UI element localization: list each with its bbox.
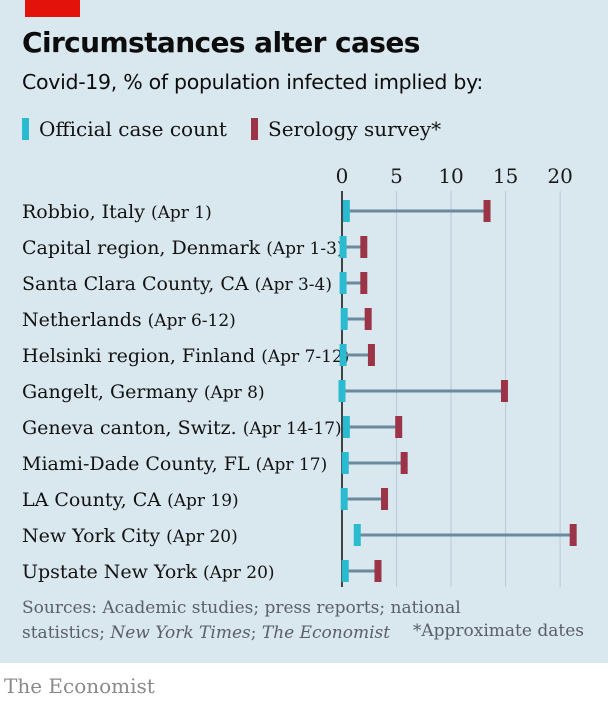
sources-note: Sources: Academic studies; press reports… (22, 596, 482, 646)
official-marker (342, 416, 350, 438)
legend-item-official: Official case count (22, 116, 227, 142)
dumbbell-chart: 0 5 10 15 20 Robbio, Italy (Apr 1) Capital reg… (22, 164, 577, 587)
serology-marker (400, 452, 408, 474)
official-marker (341, 560, 349, 582)
serology-marker (374, 560, 382, 582)
sources-line-1: Sources: Academic studies; press reports… (22, 598, 461, 618)
row-place: Miami-Dade County, FL (22, 453, 256, 475)
official-marker (339, 344, 347, 366)
legend-label-official: Official case count (39, 117, 227, 141)
legend-swatch-serology (251, 118, 258, 140)
row-label: New York City (Apr 20) (22, 525, 238, 547)
x-tick-label-15: 15 (493, 164, 518, 188)
row-place: Netherlands (22, 309, 148, 331)
serology-marker (569, 524, 577, 546)
serology-marker (483, 200, 491, 222)
sources-separator: ; (250, 623, 262, 643)
row-label: Geneva canton, Switz. (Apr 14-17) (22, 417, 342, 439)
row-place: LA County, CA (22, 489, 167, 511)
official-marker (353, 524, 361, 546)
official-marker (340, 308, 348, 330)
chart-title: Circumstances alter cases (22, 26, 420, 59)
row-label: LA County, CA (Apr 19) (22, 489, 239, 511)
serology-marker (381, 488, 389, 510)
x-tick-label-10: 10 (438, 164, 463, 188)
x-tick-label-5: 5 (390, 164, 403, 188)
legend-item-serology: Serology survey* (251, 116, 441, 142)
row-dates: (Apr 7-12) (261, 347, 349, 367)
official-marker (338, 380, 346, 402)
official-marker (341, 452, 349, 474)
official-marker (340, 488, 348, 510)
row-place: Robbio, Italy (22, 201, 151, 223)
serology-marker (367, 344, 375, 366)
row-label: Helsinki region, Finland (Apr 7-12) (22, 345, 349, 367)
chart-panel (0, 0, 608, 663)
row-place: Geneva canton, Switz. (22, 417, 243, 439)
official-marker (342, 200, 350, 222)
row-place: Santa Clara County, CA (22, 273, 255, 295)
serology-marker (500, 380, 508, 402)
row-dates: (Apr 14-17) (243, 419, 342, 439)
row-dates: (Apr 6-12) (148, 311, 236, 331)
serology-marker (360, 272, 368, 294)
brand-red-tag (25, 0, 80, 17)
row-dates: (Apr 1) (151, 203, 212, 223)
legend-swatch-official (22, 118, 29, 140)
row-place: Capital region, Denmark (22, 237, 266, 259)
row-label: Miami-Dade County, FL (Apr 17) (22, 453, 327, 475)
x-tick-label-20: 20 (547, 164, 572, 188)
row-dates: (Apr 20) (166, 527, 238, 547)
row-place: Upstate New York (22, 561, 203, 583)
serology-marker (360, 236, 368, 258)
row-dates: (Apr 19) (167, 491, 239, 511)
row-dates: (Apr 20) (203, 563, 275, 583)
row-label: Capital region, Denmark (Apr 1-3) (22, 237, 344, 259)
serology-marker (395, 416, 403, 438)
sources-nyt: New York Times (110, 623, 251, 643)
legend-label-serology: Serology survey* (268, 117, 442, 141)
x-tick-label-0: 0 (336, 164, 349, 188)
sources-line-2: statistics; (22, 623, 111, 643)
row-place: Gangelt, Germany (22, 381, 204, 403)
chart-subtitle: Covid-19, % of population infected impli… (22, 70, 484, 94)
sources-economist: The Economist (261, 623, 391, 643)
official-marker (339, 272, 347, 294)
official-marker (339, 236, 347, 258)
row-dates: (Apr 1-3) (266, 239, 343, 259)
row-dates: (Apr 17) (256, 455, 328, 475)
approximate-dates-note: *Approximate dates (412, 621, 584, 641)
row-place: New York City (22, 525, 166, 547)
row-label: Robbio, Italy (Apr 1) (22, 201, 212, 223)
row-place: Helsinki region, Finland (22, 345, 261, 367)
economist-logo-text: The Economist (4, 674, 155, 698)
row-dates: (Apr 3-4) (255, 275, 332, 295)
row-label: Gangelt, Germany (Apr 8) (22, 381, 265, 403)
row-dates: (Apr 8) (204, 383, 265, 403)
row-label: Santa Clara County, CA (Apr 3-4) (22, 273, 332, 295)
row-label: Netherlands (Apr 6-12) (22, 309, 236, 331)
row-label: Upstate New York (Apr 20) (22, 561, 275, 583)
serology-marker (364, 308, 372, 330)
